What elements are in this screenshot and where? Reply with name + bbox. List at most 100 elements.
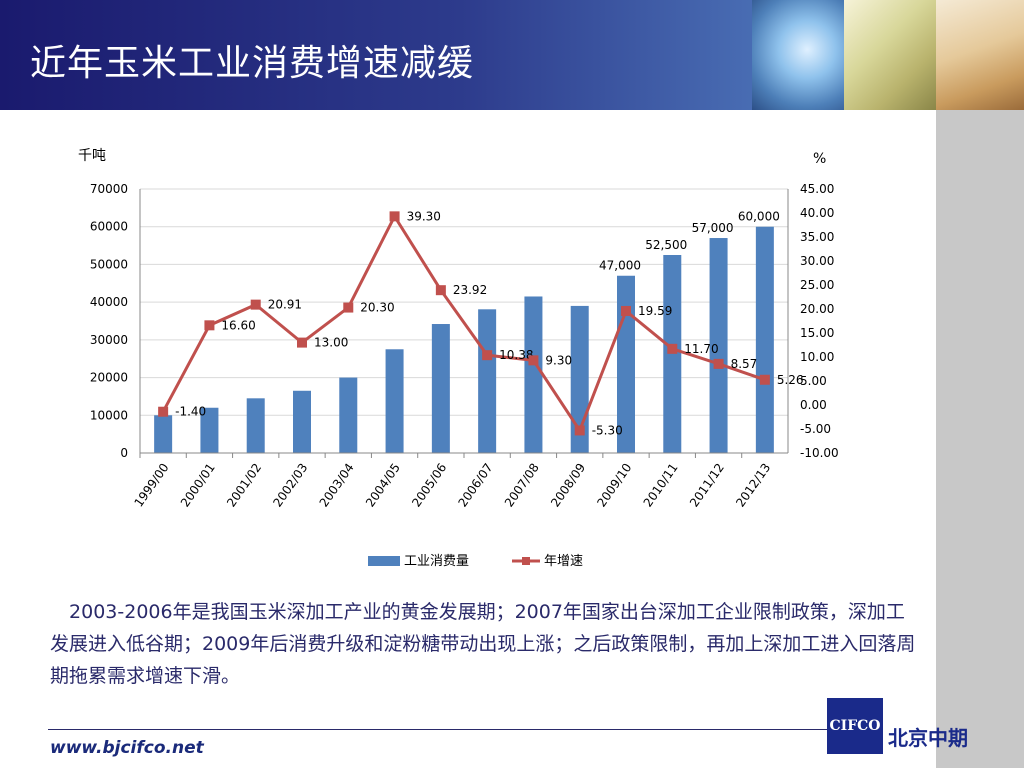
line-marker xyxy=(250,299,261,310)
line-data-label: 11.70 xyxy=(684,342,718,356)
line-marker xyxy=(621,305,631,316)
line-marker xyxy=(343,302,354,313)
bar xyxy=(200,407,219,453)
line-marker xyxy=(389,211,400,222)
y-right-tick-label: 20.00 xyxy=(800,302,834,316)
x-tick-label: 2008/09 xyxy=(548,461,588,510)
bar xyxy=(431,324,450,453)
bar xyxy=(154,415,173,453)
x-tick-label: 2011/12 xyxy=(687,461,727,510)
slide-title: 近年玉米工业消费增速减缓 xyxy=(30,43,475,84)
line-marker xyxy=(667,343,678,354)
x-tick-label: 2000/01 xyxy=(178,461,218,510)
line-data-label: 20.30 xyxy=(360,301,394,315)
x-tick-label: 2001/02 xyxy=(224,461,264,510)
y-left-tick-label: 60000 xyxy=(90,220,128,234)
line-marker xyxy=(574,425,585,436)
line-marker xyxy=(297,337,307,348)
slide-description: 2003-2006年是我国玉米深加工产业的黄金发展期；2007年国家出台深加工企… xyxy=(50,596,920,692)
bar-data-label: 47,000 xyxy=(599,259,641,273)
header-photo-calculator xyxy=(844,0,936,110)
header-photo-pen xyxy=(936,0,1024,110)
line-data-label: 19.59 xyxy=(638,304,672,318)
line-data-label: 16.60 xyxy=(221,318,255,332)
y-right-tick-label: 40.00 xyxy=(800,206,834,220)
growth-line xyxy=(161,213,766,434)
bar xyxy=(246,398,265,453)
line-marker xyxy=(435,285,446,296)
y-left-tick-label: 0 xyxy=(120,446,128,460)
legend-line-label: 年增速 xyxy=(544,554,583,569)
bar xyxy=(339,377,358,453)
y-right-tick-label: 25.00 xyxy=(800,278,834,292)
y-right-tick-label: 30.00 xyxy=(800,254,834,268)
y-right-tick-label: 10.00 xyxy=(800,350,834,364)
line-marker xyxy=(204,320,215,331)
line-data-label: 8.57 xyxy=(731,357,758,371)
header-photo-clock xyxy=(752,0,844,110)
chart-legend: 工业消费量 年增速 xyxy=(368,554,583,569)
bar xyxy=(385,349,404,453)
x-tick-label: 2012/13 xyxy=(733,461,773,510)
company-name: 北京中期 xyxy=(888,726,968,750)
line-marker xyxy=(528,355,539,366)
legend-line-marker xyxy=(522,557,530,565)
y-left-tick-label: 20000 xyxy=(90,371,128,385)
line-data-label: 23.92 xyxy=(453,283,487,297)
bar xyxy=(478,309,497,453)
y-left-tick-label: 30000 xyxy=(90,333,128,347)
line-marker xyxy=(759,374,770,385)
cifco-logo: CIFCO xyxy=(827,698,883,754)
footer-divider xyxy=(48,729,828,730)
y-left-tick-label: 10000 xyxy=(90,408,128,422)
line-marker xyxy=(158,406,169,417)
line-data-label: 5.26 xyxy=(777,373,804,387)
line-data-label: 13.00 xyxy=(314,336,348,350)
right-decor-band xyxy=(936,110,1024,768)
y-left-tick-label: 40000 xyxy=(90,295,128,309)
x-tick-label: 1999/00 xyxy=(132,461,172,510)
line-data-label: -5.30 xyxy=(592,423,623,437)
x-tick-label: 2004/05 xyxy=(363,461,403,510)
bar xyxy=(709,238,728,453)
bar-data-label: 60,000 xyxy=(738,210,780,224)
y-right-tick-label: 45.00 xyxy=(800,182,834,196)
y-right-tick-label: 35.00 xyxy=(800,230,834,244)
consumption-chart: 47,000 52,500 57,000 60,000 -1.40 16.60 20.91… xyxy=(78,148,839,569)
legend-bar-swatch xyxy=(368,556,400,566)
y-left-tick-label: 50000 xyxy=(90,257,128,271)
bar xyxy=(293,390,311,453)
bar xyxy=(755,226,774,453)
x-tick-label: 2007/08 xyxy=(502,461,542,510)
x-tick-label: 2005/06 xyxy=(409,461,449,510)
bar-series: 47,000 52,500 57,000 60,000 xyxy=(154,210,780,453)
line-series: -1.40 16.60 20.91 13.00 20.30 39.30 23.92 10.38… xyxy=(158,209,804,437)
line-data-label: 20.91 xyxy=(268,298,302,312)
y-left-axis-label: 千吨 xyxy=(78,148,106,164)
line-data-label: 9.30 xyxy=(545,353,572,367)
bar-data-label: 57,000 xyxy=(692,221,734,235)
legend-bar-label: 工业消费量 xyxy=(404,554,469,569)
x-tick-label: 2002/03 xyxy=(270,461,310,510)
x-tick-label: 2010/11 xyxy=(641,461,681,510)
y-right-tick-label: 15.00 xyxy=(800,326,834,340)
x-tick-label: 2003/04 xyxy=(317,461,357,510)
y-right-axis-label: % xyxy=(813,151,826,167)
x-tick-label: 2009/10 xyxy=(594,461,634,510)
description-text: 2003-2006年是我国玉米深加工产业的黄金发展期；2007年国家出台深加工企… xyxy=(50,601,916,687)
y-right-tick-label: 5.00 xyxy=(800,374,827,388)
x-tick-label: 2006/07 xyxy=(456,461,496,510)
y-right-tick-label: 0.00 xyxy=(800,398,827,412)
line-data-label: 10.38 xyxy=(499,348,533,362)
y-right-tick-label: -5.00 xyxy=(800,422,831,436)
bar-data-label: 52,500 xyxy=(645,238,687,252)
line-data-label: -1.40 xyxy=(175,405,206,419)
bar xyxy=(524,296,543,453)
y-right-tick-label: -10.00 xyxy=(800,446,839,460)
line-marker xyxy=(713,358,724,369)
line-data-label: 39.30 xyxy=(407,209,441,223)
y-left-tick-label: 70000 xyxy=(90,182,128,196)
line-marker xyxy=(482,350,493,361)
footer-url[interactable]: www.bjcifco.net xyxy=(50,738,204,758)
bar xyxy=(663,255,682,453)
